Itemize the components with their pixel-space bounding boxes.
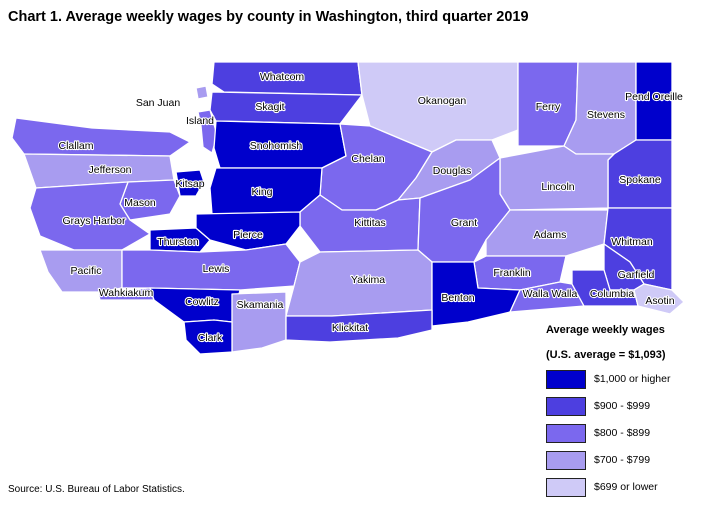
source-note: Source: U.S. Bureau of Labor Statistics. bbox=[8, 484, 185, 495]
label-yakima: Yakima bbox=[351, 274, 385, 286]
label-snohomish: Snohomish bbox=[250, 140, 303, 152]
label-grays-harbor: Grays Harbor bbox=[62, 215, 126, 227]
label-san-juan: San Juan bbox=[136, 97, 181, 109]
label-thurston: Thurston bbox=[157, 236, 199, 248]
label-spokane: Spokane bbox=[619, 174, 661, 186]
legend-label: $1,000 or higher bbox=[594, 373, 671, 385]
label-benton: Benton bbox=[441, 292, 474, 304]
legend-title: Average weekly wages bbox=[546, 324, 665, 336]
legend-item-900-999: $900 - $999 bbox=[546, 397, 696, 417]
legend-subtitle: (U.S. average = $1,093) bbox=[546, 349, 666, 361]
label-chelan: Chelan bbox=[351, 153, 384, 165]
label-clark: Clark bbox=[198, 332, 223, 344]
legend-label: $700 - $799 bbox=[594, 454, 651, 466]
label-douglas: Douglas bbox=[433, 165, 472, 177]
label-klickitat: Klickitat bbox=[332, 322, 368, 334]
label-jefferson: Jefferson bbox=[89, 164, 132, 176]
label-wahkiakum: Wahkiakum bbox=[99, 287, 154, 299]
county-clark[interactable] bbox=[183, 319, 233, 355]
label-skamania: Skamania bbox=[237, 299, 284, 311]
label-mason: Mason bbox=[124, 197, 156, 209]
label-whatcom: Whatcom bbox=[260, 71, 305, 83]
label-ferry: Ferry bbox=[536, 101, 561, 113]
legend-item-1000-plus: $1,000 or higher bbox=[546, 370, 696, 390]
legend-swatch bbox=[546, 397, 586, 416]
label-pend-oreille: Pend Oreille bbox=[625, 91, 683, 103]
label-lincoln: Lincoln bbox=[541, 181, 574, 193]
legend-item-800-899: $800 - $899 bbox=[546, 424, 696, 444]
county-san-juan[interactable] bbox=[195, 85, 209, 100]
legend-swatch bbox=[546, 451, 586, 470]
label-walla-walla: Walla Walla bbox=[523, 288, 578, 300]
legend-item-700-799: $700 - $799 bbox=[546, 451, 696, 471]
county-asotin[interactable] bbox=[633, 283, 685, 315]
label-adams: Adams bbox=[534, 229, 567, 241]
legend-label: $699 or lower bbox=[594, 481, 658, 493]
county-grays-harbor[interactable] bbox=[29, 181, 151, 251]
label-pierce: Pierce bbox=[233, 229, 263, 241]
county-island[interactable] bbox=[197, 109, 218, 154]
label-kittitas: Kittitas bbox=[354, 217, 386, 229]
label-cowlitz: Cowlitz bbox=[185, 296, 219, 308]
county-kitsap[interactable] bbox=[175, 169, 205, 197]
label-island: Island bbox=[186, 115, 214, 127]
county-thurston[interactable] bbox=[149, 227, 211, 253]
legend-label: $900 - $999 bbox=[594, 400, 651, 412]
label-grant: Grant bbox=[451, 217, 477, 229]
label-lewis: Lewis bbox=[203, 263, 230, 275]
label-pacific: Pacific bbox=[71, 265, 102, 277]
county-kittitas[interactable] bbox=[299, 194, 421, 253]
label-stevens: Stevens bbox=[587, 109, 625, 121]
label-franklin: Franklin bbox=[493, 267, 531, 279]
label-clallam: Clallam bbox=[58, 140, 93, 152]
legend-swatch bbox=[546, 424, 586, 443]
legend-swatch bbox=[546, 370, 586, 389]
legend-item-699-lower: $699 or lower bbox=[546, 478, 696, 498]
county-klickitat[interactable] bbox=[285, 309, 433, 343]
county-skagit[interactable] bbox=[209, 91, 363, 125]
label-asotin: Asotin bbox=[645, 295, 674, 307]
legend-swatch bbox=[546, 478, 586, 497]
label-columbia: Columbia bbox=[590, 288, 635, 300]
chart-title: Chart 1. Average weekly wages by county … bbox=[8, 9, 529, 25]
label-whitman: Whitman bbox=[611, 236, 653, 248]
label-garfield: Garfield bbox=[618, 269, 655, 281]
legend-label: $800 - $899 bbox=[594, 427, 651, 439]
label-king: King bbox=[251, 186, 272, 198]
county-lincoln[interactable] bbox=[499, 145, 615, 211]
label-skagit: Skagit bbox=[255, 101, 284, 113]
county-clallam[interactable] bbox=[11, 117, 191, 157]
label-kitsap: Kitsap bbox=[175, 178, 204, 190]
label-okanogan: Okanogan bbox=[418, 95, 467, 107]
